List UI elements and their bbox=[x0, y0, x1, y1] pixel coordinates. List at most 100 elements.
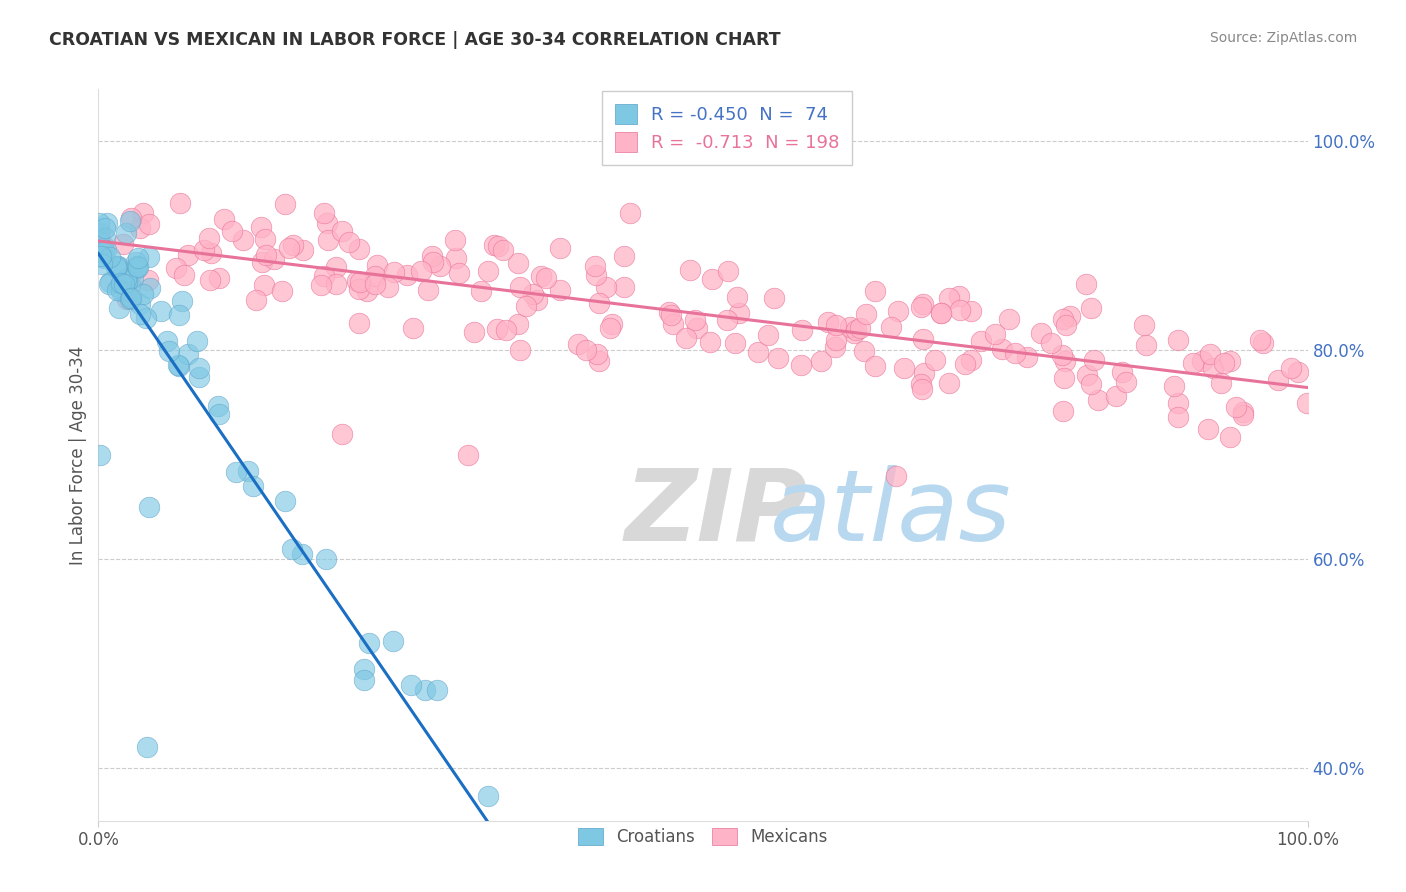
Point bbox=[94, 244, 117, 258]
Point bbox=[884, 468, 907, 483]
Point bbox=[349, 275, 371, 289]
Point bbox=[330, 427, 353, 442]
Point bbox=[254, 248, 277, 262]
Point bbox=[271, 284, 294, 298]
Point bbox=[291, 547, 314, 561]
Point bbox=[585, 268, 607, 282]
Point bbox=[1251, 335, 1274, 350]
Point bbox=[129, 297, 152, 311]
Point bbox=[418, 283, 440, 297]
Point bbox=[225, 465, 247, 479]
Point bbox=[1031, 326, 1053, 340]
Point bbox=[314, 206, 336, 220]
Point bbox=[353, 662, 375, 676]
Point bbox=[325, 277, 347, 291]
Point bbox=[349, 282, 371, 296]
Point bbox=[200, 246, 222, 260]
Point bbox=[238, 464, 260, 478]
Point bbox=[825, 333, 848, 347]
Point bbox=[188, 361, 211, 376]
Point bbox=[104, 260, 127, 274]
Point bbox=[683, 313, 706, 327]
Point bbox=[790, 324, 813, 338]
Point bbox=[1133, 318, 1156, 333]
Point bbox=[492, 244, 515, 258]
Point bbox=[910, 382, 932, 396]
Point bbox=[495, 323, 517, 337]
Point bbox=[1167, 333, 1189, 347]
Point bbox=[115, 292, 138, 306]
Point bbox=[1201, 361, 1223, 376]
Point bbox=[1212, 356, 1234, 370]
Point bbox=[381, 634, 404, 648]
Point bbox=[411, 264, 433, 278]
Point bbox=[128, 220, 150, 235]
Point bbox=[337, 235, 360, 249]
Point bbox=[395, 268, 418, 283]
Point bbox=[725, 290, 748, 304]
Point bbox=[1232, 408, 1254, 422]
Point bbox=[364, 277, 387, 291]
Point bbox=[232, 233, 254, 247]
Point bbox=[1163, 378, 1185, 392]
Point bbox=[89, 226, 111, 240]
Point bbox=[197, 231, 219, 245]
Point bbox=[120, 292, 142, 306]
Point bbox=[588, 354, 610, 368]
Text: Source: ZipAtlas.com: Source: ZipAtlas.com bbox=[1209, 31, 1357, 45]
Point bbox=[363, 268, 385, 283]
Point bbox=[1074, 277, 1097, 291]
Point bbox=[522, 286, 544, 301]
Point bbox=[155, 334, 177, 348]
Point bbox=[172, 293, 194, 308]
Point bbox=[1053, 371, 1076, 385]
Point bbox=[346, 274, 368, 288]
Text: ZIP: ZIP bbox=[624, 465, 807, 562]
Point bbox=[613, 249, 636, 263]
Point bbox=[177, 347, 200, 361]
Point bbox=[1209, 376, 1232, 390]
Point bbox=[1167, 409, 1189, 424]
Point bbox=[208, 408, 231, 422]
Point bbox=[1054, 354, 1077, 368]
Point bbox=[413, 683, 436, 698]
Point bbox=[127, 252, 149, 266]
Point bbox=[173, 268, 195, 282]
Point bbox=[165, 261, 187, 276]
Point bbox=[120, 278, 142, 293]
Point bbox=[998, 311, 1021, 326]
Point bbox=[444, 233, 467, 247]
Point bbox=[599, 321, 621, 335]
Point bbox=[824, 340, 846, 354]
Point bbox=[1197, 422, 1219, 436]
Point bbox=[135, 311, 157, 326]
Point bbox=[132, 206, 155, 220]
Point bbox=[747, 344, 769, 359]
Point bbox=[87, 234, 110, 248]
Point bbox=[93, 245, 115, 260]
Point bbox=[382, 265, 405, 279]
Point bbox=[94, 220, 117, 235]
Point bbox=[588, 295, 610, 310]
Point bbox=[825, 318, 848, 332]
Point bbox=[515, 300, 537, 314]
Point bbox=[242, 478, 264, 492]
Point bbox=[129, 307, 152, 321]
Point bbox=[1004, 346, 1026, 360]
Point bbox=[114, 227, 136, 241]
Point bbox=[149, 303, 172, 318]
Point bbox=[98, 277, 121, 292]
Point bbox=[291, 243, 314, 257]
Point bbox=[931, 305, 953, 319]
Point bbox=[929, 305, 952, 319]
Point bbox=[508, 256, 530, 270]
Point bbox=[314, 268, 336, 283]
Point bbox=[849, 321, 872, 335]
Point bbox=[984, 327, 1007, 342]
Point bbox=[959, 304, 981, 318]
Point bbox=[96, 216, 118, 230]
Point bbox=[662, 317, 685, 331]
Point bbox=[1111, 365, 1133, 379]
Point bbox=[107, 283, 129, 297]
Point bbox=[399, 678, 422, 692]
